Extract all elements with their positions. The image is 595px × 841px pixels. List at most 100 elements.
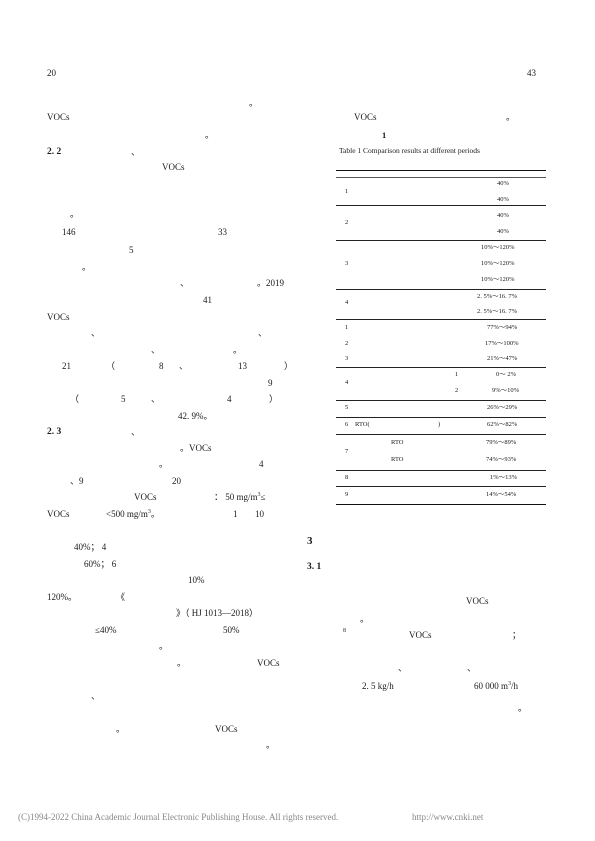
table-cell-id: 7 (345, 448, 349, 455)
text-fragment: 4 (227, 394, 232, 404)
table-cell-id: 2 (345, 340, 349, 347)
table-rule (336, 319, 546, 320)
emission-rate: 2. 5 kg/h (362, 681, 394, 691)
text-fragment: 146 (62, 227, 76, 237)
text-fragment: 33 (218, 227, 227, 237)
table-rule (336, 486, 546, 487)
table-cell-sub: RTO (391, 439, 404, 446)
table-cell-id: 6 (345, 421, 349, 428)
text-fragment: ： 50 mg/m (214, 492, 258, 502)
text-fragment: ： 50 mg/m3≤ (214, 492, 266, 502)
text-fragment: （ (70, 394, 80, 404)
text-fragment: 。 (360, 614, 370, 624)
table-rule (336, 434, 546, 435)
table-cell-value: 14%～54% (486, 491, 517, 498)
text-fragment: 、 (151, 345, 161, 355)
table-rule (336, 417, 546, 418)
text-fragment: 《 (116, 592, 126, 602)
text-fragment: 、9 (70, 476, 84, 486)
text-fragment: VOCs (257, 658, 280, 668)
text-fragment: ； (512, 630, 522, 640)
superscript: 3 (257, 492, 261, 498)
table-cell-id: 5 (345, 404, 349, 411)
text-fragment: ≤ (260, 492, 266, 502)
text-fragment: 8 (159, 361, 164, 371)
text-fragment: 、 (398, 663, 408, 673)
table-cell-id: 2 (345, 219, 349, 226)
table-cell-value: 62%～82% (487, 421, 518, 428)
citation-superscript: 8 (343, 628, 346, 634)
text-fragment: ） (269, 394, 279, 404)
text-fragment: 1 (233, 509, 238, 519)
text-fragment: 。 (116, 724, 126, 734)
text-fragment: 120%。 (47, 592, 77, 602)
text-fragment: VOCs (215, 724, 238, 734)
text-fragment: VOCs (47, 312, 70, 322)
section-heading-2-3: 2. 3 (47, 427, 62, 437)
text-fragment: 。 (506, 112, 516, 122)
table-cell-value: 79%～89% (486, 439, 517, 446)
page-number-right: 43 (527, 68, 536, 78)
text-fragment: 。 (177, 658, 187, 668)
table-cell-value: 17%～100% (485, 340, 519, 347)
text-fragment: 》（ HJ 1013—2018） (176, 608, 259, 618)
text-fragment: 5 (121, 394, 126, 404)
text-fragment: 5 (129, 245, 134, 255)
text-fragment: 。 (249, 98, 259, 108)
table-cell-value: 21%～47% (487, 355, 518, 362)
table-cell-value: 9%～10% (492, 387, 520, 394)
table-cell-value: 74%～93% (486, 456, 517, 463)
text-fragment: 、 (258, 328, 268, 338)
text-fragment: <500 mg/m3。 (106, 509, 160, 519)
text-fragment: VOCs (134, 492, 157, 502)
text-fragment: VOCs (162, 162, 185, 172)
table-rule (336, 177, 546, 178)
table-cell-value: 40% (497, 212, 509, 219)
table-cell-id: 8 (345, 474, 349, 481)
table-number: 1 (382, 130, 387, 140)
text-fragment: 9 (268, 378, 273, 388)
table-cell-sub: RTO (391, 456, 404, 463)
table-cell-value: 40% (497, 196, 509, 203)
text-fragment: 。 (205, 130, 215, 140)
text-fragment: VOCs (47, 509, 70, 519)
text-fragment: VOCs (409, 630, 432, 640)
table-cell-value: 10%～120% (481, 276, 515, 283)
text-fragment: 20 (172, 476, 181, 486)
table-cell-sub: 1 (455, 371, 459, 378)
section-heading-3: 3 (307, 535, 313, 547)
table-cell-id: 4 (345, 299, 349, 306)
table-cell-id: 1 (345, 324, 349, 331)
text-fragment: 、 (180, 278, 190, 288)
text-fragment: 41 (203, 295, 212, 305)
text-fragment: 、 (467, 663, 477, 673)
text-fragment: 。 (159, 641, 169, 651)
table-cell-id: 9 (345, 491, 349, 498)
text-fragment: 。2019 (257, 278, 285, 288)
footer-link[interactable]: http://www.cnki.net (412, 812, 484, 822)
table-cell-value: 77%～94% (487, 324, 518, 331)
table-cell-value: 26%～29% (487, 404, 518, 411)
table-rule (336, 470, 546, 471)
table-cell-value: 1%～13% (490, 474, 518, 481)
table-cell-value: 10%～120% (481, 260, 515, 267)
table-rule (336, 367, 546, 368)
section-heading-2-2: 2. 2 (47, 147, 62, 157)
text-fragment: 、 (131, 427, 141, 437)
table-rule-top (336, 170, 546, 171)
table-cell-value: 40% (497, 228, 509, 235)
superscript: 3 (508, 681, 512, 687)
text-fragment: 。 (233, 345, 243, 355)
table-caption: Table 1 Comparison results at different … (339, 146, 480, 155)
table-cell-sub: 2 (455, 387, 459, 394)
text-fragment: 42. 9%。 (178, 411, 213, 421)
text-fragment: 4 (259, 459, 264, 469)
text-fragment: ） (284, 361, 294, 371)
text-fragment: 13 (238, 361, 247, 371)
text-fragment: 、 (151, 394, 161, 404)
text-fragment: 、 (91, 691, 101, 701)
text-fragment: VOCs (47, 112, 70, 122)
text-fragment: VOCs (466, 596, 489, 606)
air-flow: 60 000 m3/h (474, 681, 518, 691)
text-fragment: 。 (518, 703, 528, 713)
